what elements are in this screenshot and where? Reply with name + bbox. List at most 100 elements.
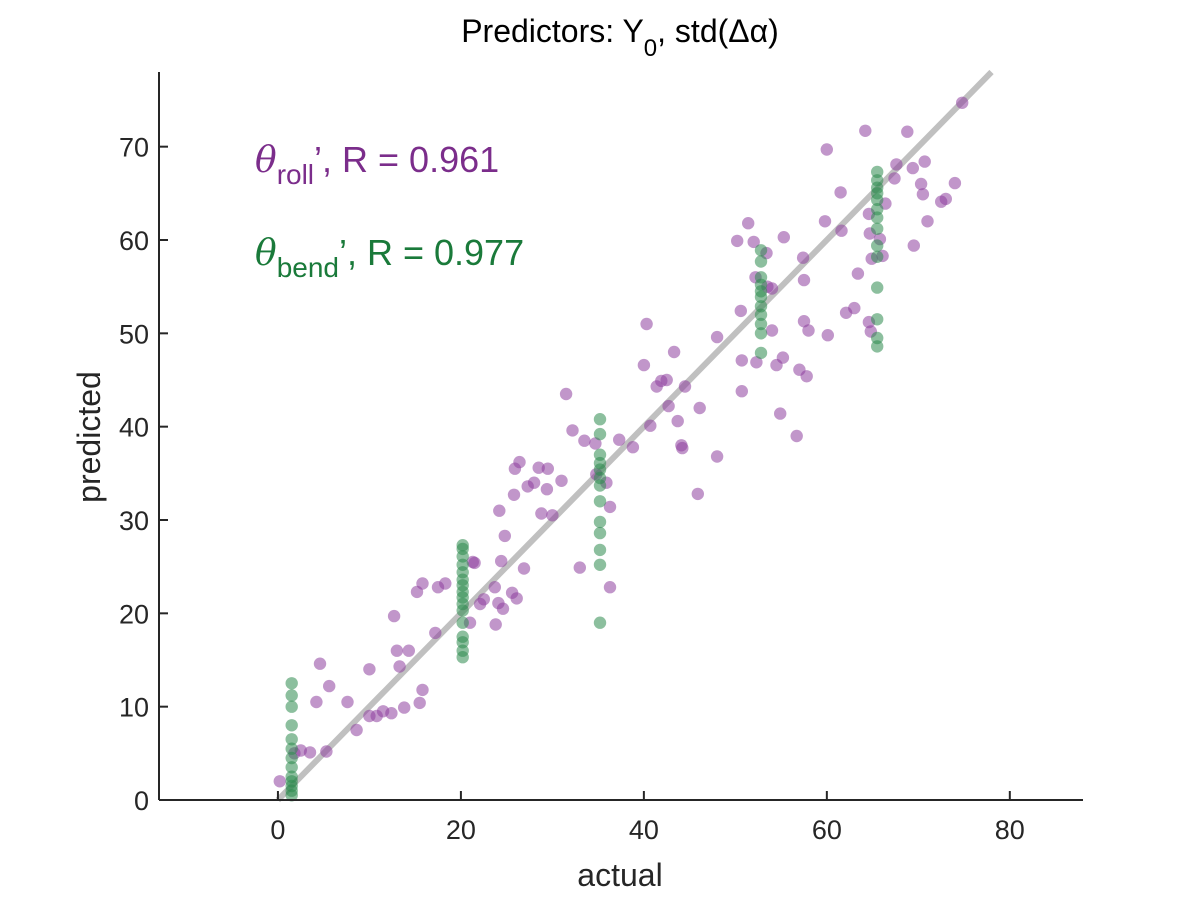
legend-entry-roll: θroll’, R = 0.961 (255, 139, 499, 190)
data-point (495, 554, 508, 568)
data-point (797, 273, 811, 287)
legend-roll-suffix: ’, R = 0.961 (314, 139, 499, 180)
data-point (734, 304, 747, 318)
data-point (323, 679, 336, 693)
data-point (901, 125, 914, 138)
y-axis-label: predicted (71, 371, 107, 503)
legend-roll-subscript: roll (277, 159, 314, 190)
data-point (593, 448, 607, 461)
data-point (390, 644, 404, 657)
data-point (603, 500, 617, 514)
data-point (285, 677, 298, 690)
data-point (939, 192, 952, 206)
data-point (477, 593, 490, 606)
data-point (890, 158, 903, 171)
data-point (555, 474, 568, 487)
data-point (593, 616, 607, 629)
data-point (754, 244, 768, 257)
data-point (871, 250, 884, 263)
data-point (273, 775, 286, 788)
data-point (303, 746, 317, 759)
series-bend (285, 165, 884, 802)
data-point (735, 385, 748, 398)
data-point (310, 695, 323, 709)
data-point (540, 483, 554, 496)
x-tick-label: 0 (270, 815, 285, 845)
data-point (754, 255, 768, 268)
data-point (948, 176, 962, 190)
y-tick-label: 50 (119, 319, 149, 349)
data-point (754, 300, 768, 313)
data-point (710, 450, 724, 463)
data-point (671, 414, 684, 428)
data-point (871, 222, 884, 235)
data-point (341, 695, 354, 709)
data-point (593, 526, 607, 540)
data-point (456, 630, 469, 643)
data-point (754, 317, 768, 331)
data-point (871, 331, 884, 345)
data-point (731, 234, 744, 248)
data-point (285, 770, 298, 783)
data-point (285, 733, 298, 746)
data-point (871, 313, 884, 326)
data-point (566, 424, 579, 437)
data-point (916, 188, 930, 201)
data-point (593, 543, 607, 557)
data-point (393, 660, 406, 673)
data-point (667, 345, 681, 359)
data-point (535, 507, 548, 520)
data-point (398, 701, 411, 714)
data-point (848, 301, 861, 315)
y-tick-label: 40 (119, 413, 149, 443)
data-point (797, 315, 811, 328)
data-point (320, 745, 333, 758)
reference-line-layer (275, 69, 994, 803)
data-point (834, 186, 847, 199)
data-point (693, 401, 706, 415)
identity-line (275, 69, 994, 803)
data-point (662, 399, 675, 413)
data-point (493, 504, 506, 517)
x-tick-label: 80 (995, 815, 1025, 845)
data-point (754, 271, 768, 284)
data-point (468, 556, 481, 570)
data-point (859, 124, 872, 137)
y-tick-label: 30 (119, 506, 149, 536)
data-point (906, 161, 919, 175)
data-point (413, 696, 426, 710)
data-point (593, 515, 607, 529)
data-point (507, 488, 521, 501)
data-point (640, 317, 653, 331)
data-point (541, 462, 554, 475)
legend-entry-bend: θbend’, R = 0.977 (255, 232, 524, 283)
data-point (626, 441, 640, 454)
legend-bend-subscript: bend (277, 252, 339, 283)
data-point (387, 609, 401, 623)
data-point (765, 282, 779, 295)
data-point (429, 626, 442, 640)
data-point (710, 330, 724, 344)
data-point (532, 461, 545, 474)
data-point (593, 495, 607, 508)
data-point (835, 224, 848, 237)
y-tick-label: 10 (119, 693, 149, 723)
data-point (385, 707, 398, 720)
data-point (593, 558, 607, 571)
data-point (676, 441, 689, 455)
data-point (790, 429, 803, 443)
y-tick-label: 70 (119, 133, 149, 163)
data-point (603, 581, 617, 594)
data-point (573, 561, 586, 574)
data-point (796, 251, 810, 264)
data-point (416, 577, 429, 590)
data-point (765, 324, 779, 337)
title-prefix: Predictors: Y (461, 13, 644, 49)
data-point (517, 562, 531, 575)
data-point (871, 203, 884, 216)
data-point (456, 616, 469, 629)
data-point (456, 539, 469, 552)
data-point (285, 742, 298, 755)
data-point (613, 433, 626, 446)
